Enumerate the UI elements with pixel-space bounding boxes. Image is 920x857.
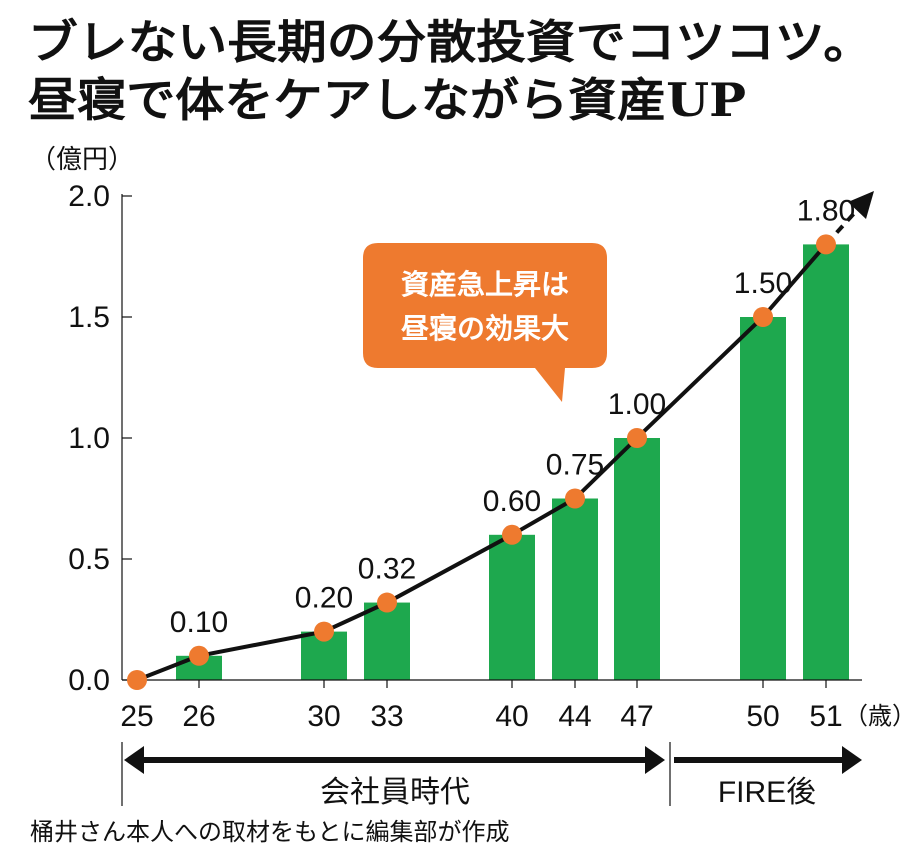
y-axis: 0.0 0.5 1.0 1.5 2.0: [68, 180, 132, 697]
bar-50: [740, 317, 786, 680]
annotation-callout: 資産急上昇は 昼寝の効果大: [363, 243, 607, 402]
data-point-40: [502, 524, 522, 545]
bar-33: [364, 602, 410, 680]
x-tick-label: 25: [120, 700, 153, 733]
data-label-30: 0.20: [295, 582, 353, 615]
y-tick-label: 2.0: [68, 180, 110, 213]
y-tick-label: 0.5: [68, 543, 110, 576]
period-label-employee: 会社員時代: [320, 776, 470, 809]
data-point-50: [753, 307, 773, 327]
arrowhead-left-icon: [124, 746, 144, 774]
x-tick-label: 51: [809, 700, 842, 733]
y-axis-unit-label: （億円）: [30, 144, 134, 174]
arrowhead-right-icon: [842, 746, 862, 774]
x-tick-label: 44: [558, 700, 591, 733]
bars: [176, 244, 849, 680]
bar-51: [803, 244, 849, 680]
data-point-25: [127, 670, 147, 690]
y-tick-label: 1.5: [68, 301, 110, 334]
callout-bubble: [363, 243, 607, 402]
bar-44: [552, 498, 598, 680]
data-label-51: 1.80: [797, 194, 855, 227]
data-labels: 0.10 0.200.32 0.600.751.00 1.50 1.80: [170, 194, 855, 638]
data-point-30: [314, 621, 334, 642]
y-tick-label: 0.0: [68, 664, 110, 697]
source-note: 桶井さん本人への取材をもとに編集部が作成: [30, 819, 510, 846]
data-label-33: 0.32: [358, 553, 416, 586]
points: [127, 234, 836, 690]
data-point-33: [377, 592, 397, 613]
callout-line-1: 資産急上昇は: [401, 268, 569, 301]
x-tick-label: 50: [746, 700, 779, 733]
x-tick-label: 30: [307, 700, 340, 733]
arrowhead-right-icon: [645, 746, 665, 774]
data-point-51: [816, 234, 836, 255]
period-label-fire: FIRE後: [718, 776, 816, 809]
chart-title-line-1: ブレない長期の分散投資でコツコツ。: [28, 15, 873, 69]
data-point-44: [565, 488, 585, 509]
x-tick-label: 26: [182, 700, 215, 733]
x-tick-label: 40: [495, 700, 528, 733]
y-tick-label: 1.0: [68, 422, 110, 455]
period-brackets: 会社員時代 FIRE後: [121, 742, 862, 809]
x-tick-label: 47: [620, 700, 653, 733]
data-label-26: 0.10: [170, 606, 228, 639]
chart-title-line-2: 昼寝で体をケアしながら資産UP: [28, 73, 746, 127]
data-label-47: 1.00: [608, 388, 666, 421]
x-axis: 25 26 30 33 40 44 47 50 51 （歳）: [120, 679, 916, 733]
bar-47: [614, 438, 660, 680]
trend-arrowhead-icon: [848, 191, 874, 219]
x-axis-unit-label: （歳）: [844, 703, 916, 730]
data-label-44: 0.75: [546, 449, 604, 482]
data-label-50: 1.50: [734, 267, 792, 300]
callout-line-2: 昼寝の効果大: [401, 312, 569, 345]
x-tick-label: 33: [370, 700, 403, 733]
data-label-40: 0.60: [483, 485, 541, 518]
data-point-26: [189, 645, 209, 666]
data-point-47: [627, 428, 647, 448]
bar-40: [489, 534, 535, 680]
